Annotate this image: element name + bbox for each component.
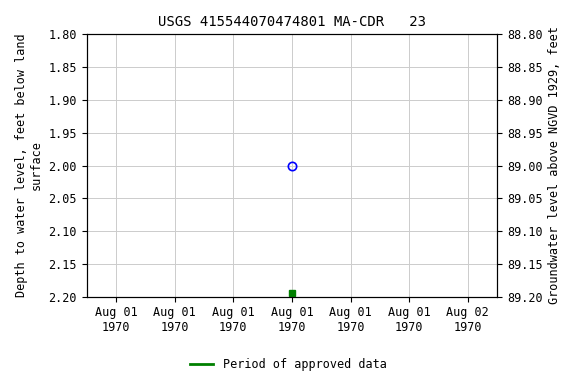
Y-axis label: Depth to water level, feet below land
surface: Depth to water level, feet below land su… bbox=[15, 34, 43, 297]
Title: USGS 415544070474801 MA-CDR   23: USGS 415544070474801 MA-CDR 23 bbox=[158, 15, 426, 29]
Legend: Period of approved data: Period of approved data bbox=[185, 354, 391, 376]
Y-axis label: Groundwater level above NGVD 1929, feet: Groundwater level above NGVD 1929, feet bbox=[548, 26, 561, 305]
